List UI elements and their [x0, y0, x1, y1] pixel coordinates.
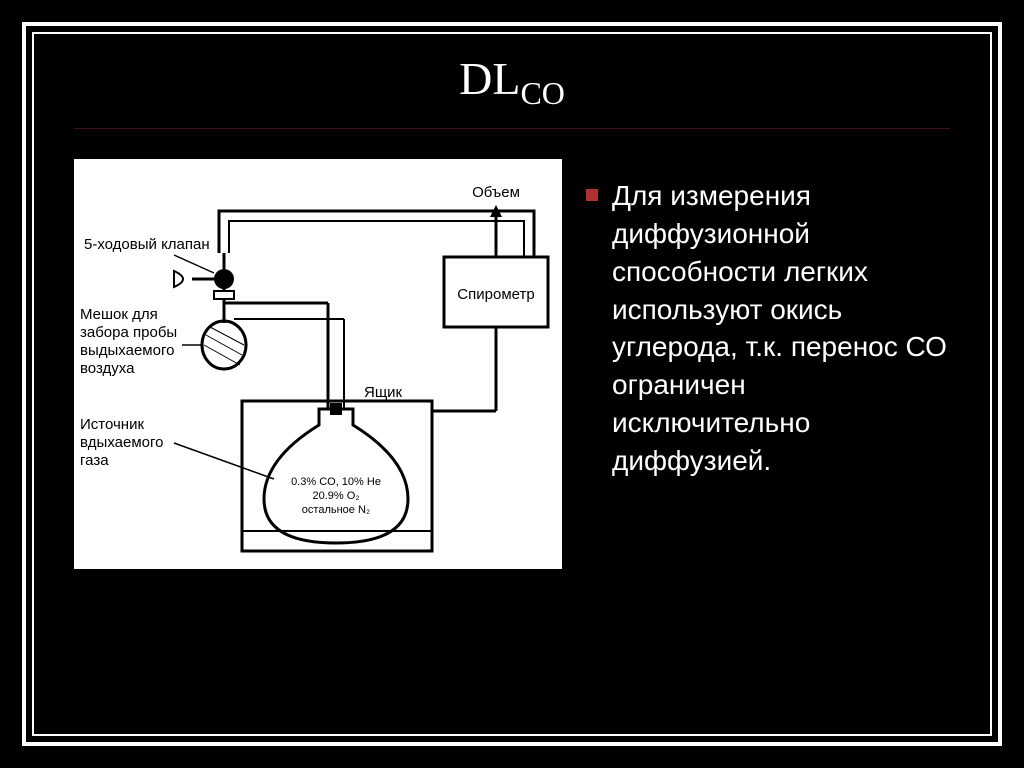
source-label-l3: газа [80, 452, 109, 469]
valve-label-l1: 5-ходовый клапан [84, 236, 210, 253]
slide-title: DLCO [74, 52, 950, 128]
apparatus-diagram: 0.3% CO, 10% He 20.9% O₂ остальное N₂ Сп… [74, 159, 562, 569]
bag-label-l1: Мешок для [80, 306, 158, 323]
bullet-text: Для измерения диффузионной способности л… [612, 177, 950, 479]
divider [74, 128, 950, 129]
bullet-panel: Для измерения диффузионной способности л… [586, 159, 950, 716]
source-label-l1: Источник [80, 416, 144, 433]
bullet-marker-icon [586, 189, 598, 201]
gas-line2: 20.9% O₂ [312, 490, 359, 502]
spirometer-label: Спирометр [457, 286, 534, 303]
content-row: 0.3% CO, 10% He 20.9% O₂ остальное N₂ Сп… [74, 159, 950, 716]
bag-label-l2: забора пробы [80, 324, 177, 341]
gas-line3: остальное N₂ [302, 504, 370, 516]
bag-label-l3: выдыхаемого [80, 342, 174, 359]
title-main: DL [459, 53, 520, 104]
bullet-item: Для измерения диффузионной способности л… [586, 177, 950, 479]
source-label-l2: вдыхаемого [80, 434, 164, 451]
title-sub: CO [520, 75, 564, 111]
volume-label: Объем [472, 184, 520, 201]
box-label: Ящик [364, 384, 403, 401]
gas-line1: 0.3% CO, 10% He [291, 476, 381, 488]
bag-label-l4: воздуха [80, 360, 135, 377]
inner-frame: DLCO 0.3% CO, 10% He 20.9% O₂ остальн [32, 32, 992, 736]
outer-frame: DLCO 0.3% CO, 10% He 20.9% O₂ остальн [22, 22, 1002, 746]
